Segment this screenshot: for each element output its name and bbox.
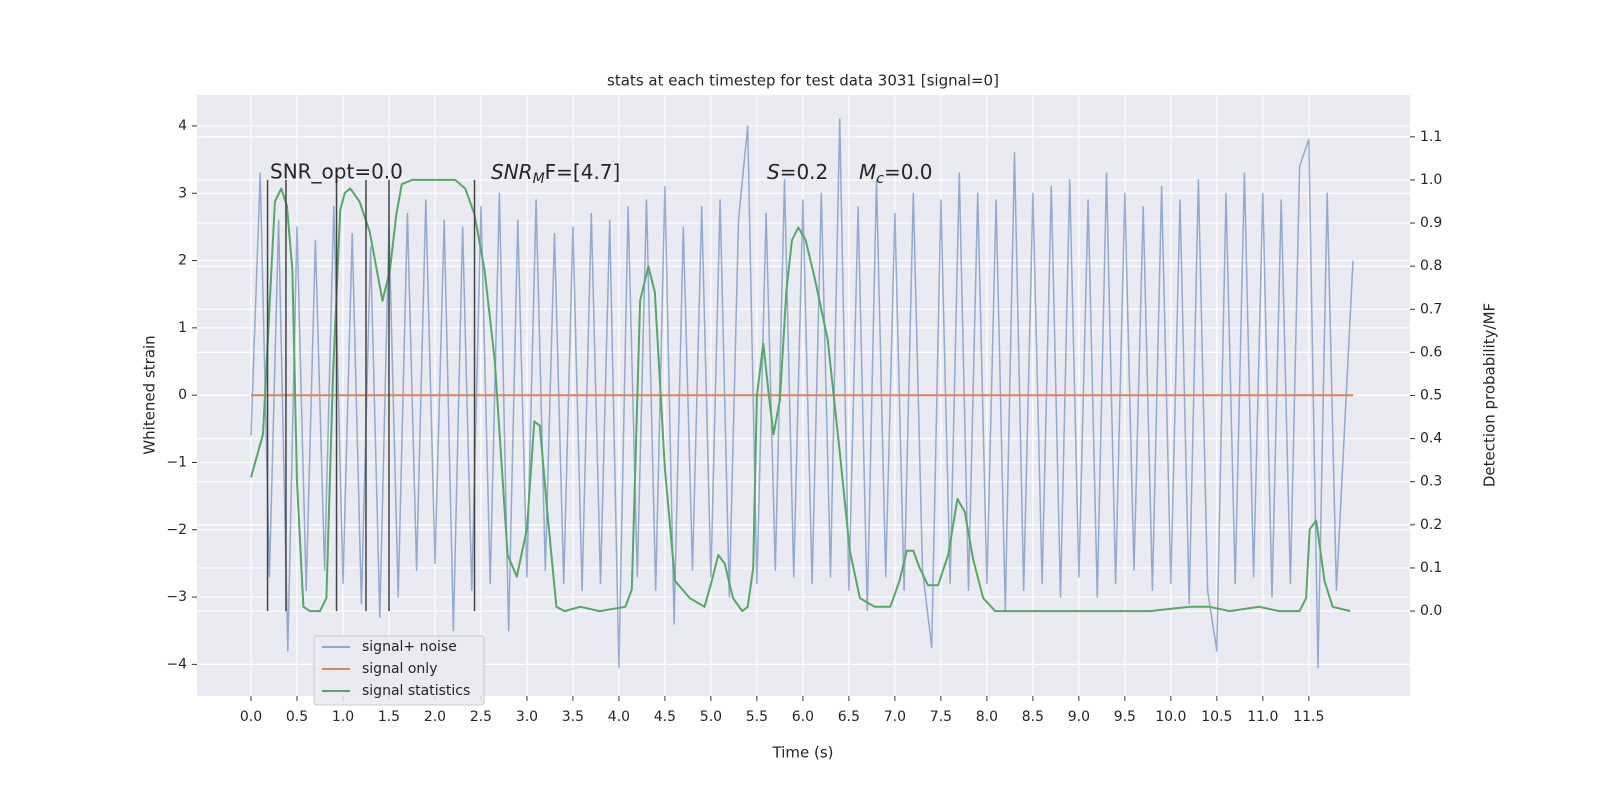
x-tick-label: 11.0: [1247, 709, 1278, 725]
legend-label: signal statistics: [362, 683, 470, 699]
y-tick-label: −1: [166, 454, 187, 470]
annotation-sub: M: [533, 171, 545, 187]
y2-tick-label: 0.7: [1420, 301, 1442, 317]
x-tick-label: 4.5: [654, 709, 676, 725]
y2-tick-label: 0.1: [1420, 560, 1442, 576]
y2-tick-label: 1.0: [1420, 172, 1442, 188]
y-tick-label: −3: [166, 589, 187, 605]
y-tick-label: 1: [178, 320, 187, 336]
x-axis-label: Time (s): [772, 744, 834, 762]
annotation: SNRMF=[4.7]: [491, 160, 620, 188]
y-axis-label: Whitened strain: [141, 335, 159, 454]
y2-tick-label: 1.1: [1420, 129, 1442, 145]
y2-axis-label: Detection probability/MF: [1481, 303, 1499, 487]
x-tick-label: 1.0: [332, 709, 354, 725]
x-tick-label: 6.0: [792, 709, 814, 725]
y2-tick-label: 0.8: [1420, 258, 1442, 274]
y-tick-label: −4: [166, 656, 187, 672]
y-tick-label: 3: [178, 185, 187, 201]
x-tick-label: 0.5: [286, 709, 308, 725]
x-tick-label: 6.5: [838, 709, 860, 725]
y2-tick-label: 0.4: [1420, 431, 1442, 447]
x-tick-label: 10.0: [1155, 709, 1186, 725]
x-tick-label: 1.5: [378, 709, 400, 725]
y2-tick-label: 0.3: [1420, 474, 1442, 490]
legend-label: signal only: [362, 661, 437, 677]
x-tick-label: 8.0: [976, 709, 998, 725]
x-tick-label: 9.0: [1068, 709, 1090, 725]
legend-label: signal+ noise: [362, 639, 457, 655]
x-tick-label: 11.5: [1293, 709, 1324, 725]
annotation-base: SNR: [491, 160, 533, 184]
annotation-base: M: [859, 160, 876, 184]
x-tick-label: 3.5: [562, 709, 584, 725]
y-tick-label: 2: [178, 253, 187, 269]
x-tick-label: 0.0: [240, 709, 262, 725]
y-tick-label: 0: [178, 387, 187, 403]
annotation-sub: c: [876, 171, 884, 187]
y2-tick-label: 0.5: [1420, 388, 1442, 404]
annotation: S=0.2: [767, 160, 828, 184]
y-tick-label: 4: [178, 118, 187, 134]
x-tick-label: 5.5: [746, 709, 768, 725]
y2-tick-label: 0.2: [1420, 517, 1442, 533]
annotation-rest: =0.2: [780, 160, 829, 184]
y-tick-label: −2: [166, 522, 187, 538]
chart-title: stats at each timestep for test data 303…: [607, 72, 999, 90]
y2-tick-label: 0.6: [1420, 344, 1442, 360]
y2-tick-label: 0.9: [1420, 215, 1442, 231]
x-tick-label: 4.0: [608, 709, 630, 725]
x-tick-label: 10.5: [1201, 709, 1232, 725]
x-tick-label: 7.5: [930, 709, 952, 725]
annotation: SNR_opt=0.0: [270, 160, 403, 184]
annotation: Mc=0.0: [859, 160, 933, 188]
x-tick-label: 8.5: [1022, 709, 1044, 725]
x-tick-label: 7.0: [884, 709, 906, 725]
series-line: [250, 118, 1354, 669]
x-tick-label: 3.0: [516, 709, 538, 725]
x-tick-label: 9.5: [1114, 709, 1136, 725]
x-tick-label: 2.5: [470, 709, 492, 725]
annotation-rest: F=[4.7]: [545, 160, 621, 184]
x-tick-label: 2.0: [424, 709, 446, 725]
y2-tick-label: 0.0: [1420, 603, 1442, 619]
legend-box: [313, 635, 485, 706]
x-tick-label: 5.0: [700, 709, 722, 725]
annotation-base: S: [767, 160, 780, 184]
annotation-rest: =0.0: [884, 160, 933, 184]
